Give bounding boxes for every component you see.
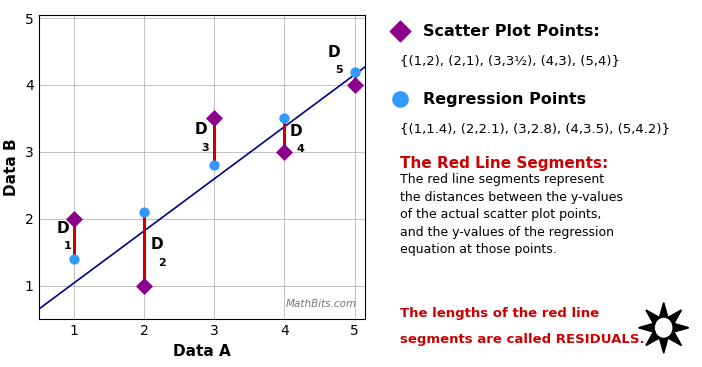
Point — [349, 82, 360, 88]
Point — [395, 96, 406, 102]
Text: 1: 1 — [64, 241, 72, 251]
Text: 2: 2 — [158, 258, 166, 268]
Text: D: D — [151, 237, 164, 252]
Text: The Red Line Segments:: The Red Line Segments: — [400, 156, 609, 171]
Text: 3: 3 — [201, 142, 209, 153]
Text: MathBits.com: MathBits.com — [286, 299, 357, 309]
Text: D: D — [57, 221, 69, 236]
Text: The lengths of the red line: The lengths of the red line — [400, 307, 600, 320]
Point — [138, 209, 150, 215]
Text: Scatter Plot Points:: Scatter Plot Points: — [423, 24, 600, 39]
X-axis label: Data A: Data A — [173, 344, 231, 359]
Text: segments are called RESIDUALS.: segments are called RESIDUALS. — [400, 333, 644, 346]
Polygon shape — [639, 303, 689, 353]
Point — [208, 116, 220, 121]
Point — [138, 283, 150, 289]
Text: The red line segments represent
the distances between the y-values
of the actual: The red line segments represent the dist… — [400, 173, 623, 256]
Point — [68, 256, 79, 262]
Y-axis label: Data B: Data B — [4, 138, 20, 196]
Text: 4: 4 — [297, 144, 305, 154]
Point — [68, 216, 79, 222]
Text: D: D — [290, 124, 303, 138]
Text: D: D — [194, 122, 207, 137]
Text: {(1,1.4), (2,2.1), (3,2.8), (4,3.5), (5,4.2)}: {(1,1.4), (2,2.1), (3,2.8), (4,3.5), (5,… — [400, 122, 670, 135]
Text: D: D — [328, 44, 340, 59]
Circle shape — [656, 319, 672, 337]
Point — [395, 28, 406, 34]
Text: Regression Points: Regression Points — [423, 92, 585, 106]
Point — [279, 116, 290, 121]
Point — [279, 149, 290, 155]
Text: 5: 5 — [335, 65, 343, 75]
Text: {(1,2), (2,1), (3,3½), (4,3), (5,4)}: {(1,2), (2,1), (3,3½), (4,3), (5,4)} — [400, 54, 620, 67]
Point — [349, 69, 360, 75]
Point — [208, 162, 220, 168]
